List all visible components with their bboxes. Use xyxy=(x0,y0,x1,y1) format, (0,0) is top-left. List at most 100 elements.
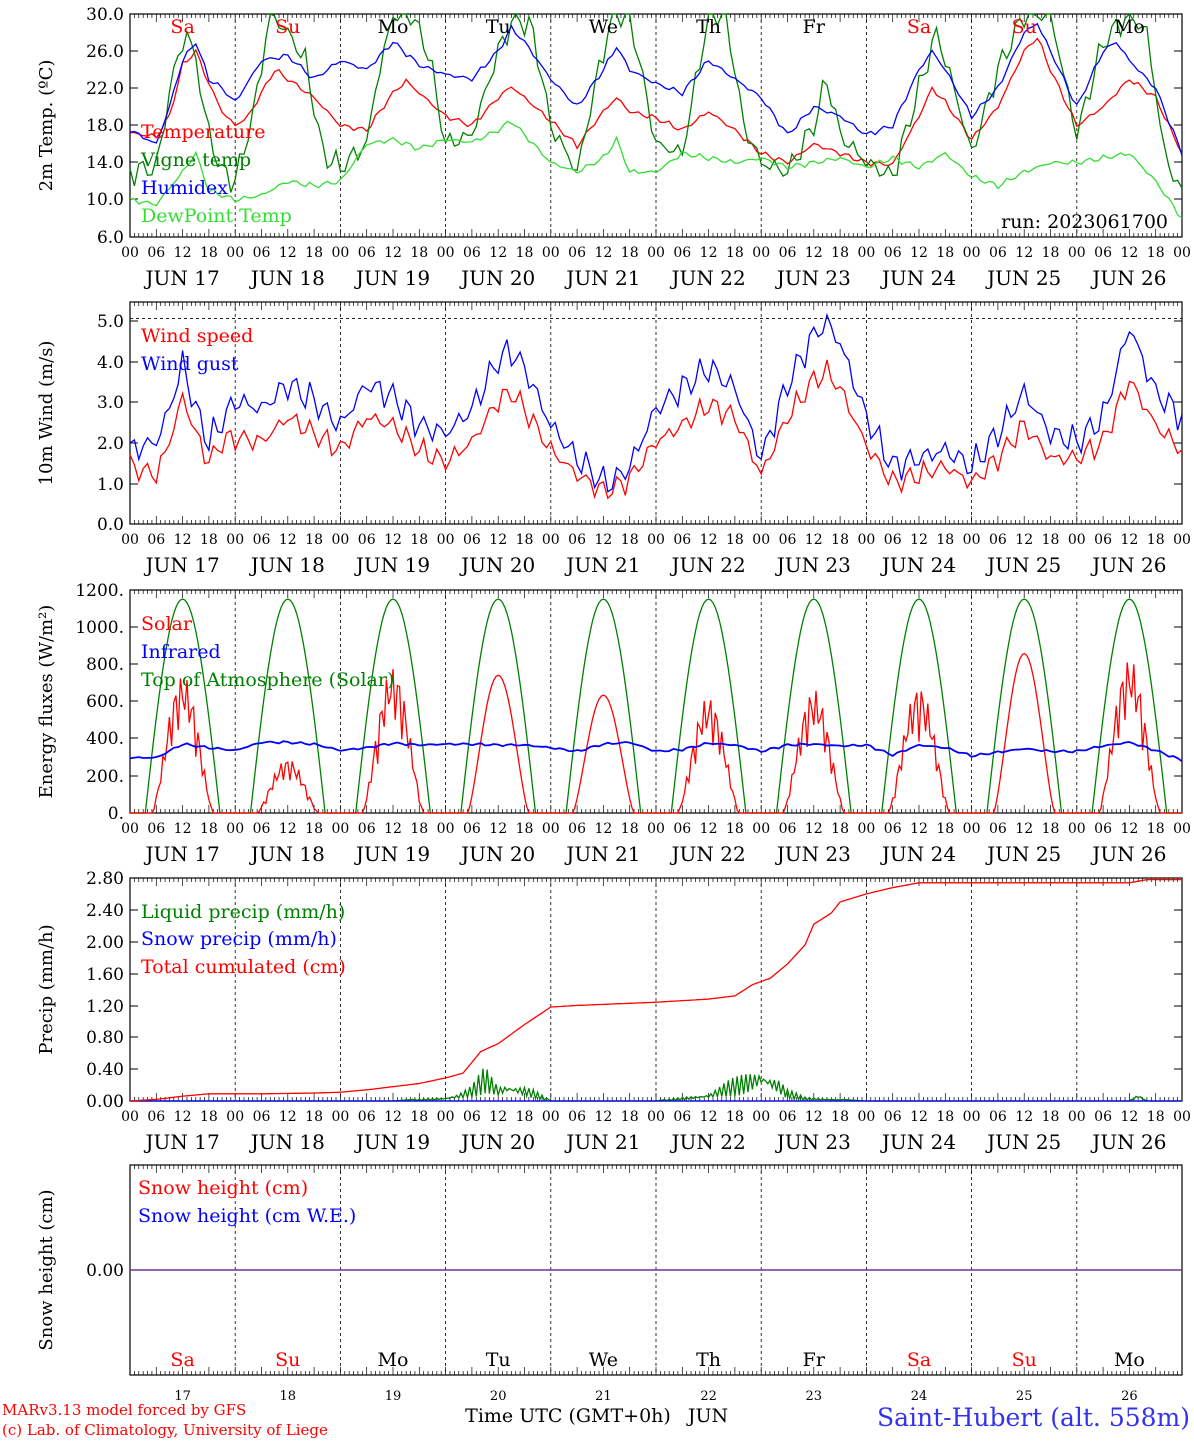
hour-tick-label: 06 xyxy=(463,245,481,261)
hour-tick-label: 00 xyxy=(963,821,981,837)
hour-tick-label: 12 xyxy=(489,532,507,548)
y-axis-title: Precip (mm/h) xyxy=(36,924,57,1054)
hour-tick-label: 12 xyxy=(384,532,402,548)
y-tick-label: 0.40 xyxy=(86,1060,124,1080)
hour-tick-label: 18 xyxy=(1147,1109,1165,1125)
day-number-label: 19 xyxy=(385,1389,402,1404)
hour-tick-label: 12 xyxy=(384,1109,402,1125)
series-line xyxy=(129,37,1183,167)
y-tick-label: 1.60 xyxy=(86,965,124,985)
hour-tick-label: 00 xyxy=(226,532,244,548)
legend-entry: Wind speed xyxy=(141,325,253,347)
hour-tick-label: 00 xyxy=(437,1109,455,1125)
hour-tick-label: 18 xyxy=(516,245,534,261)
day-label: JUN 21 xyxy=(564,553,640,577)
hour-tick-label: 12 xyxy=(489,1109,507,1125)
hour-tick-label: 00 xyxy=(647,821,665,837)
legend-entry: Snow height (cm W.E.) xyxy=(138,1205,356,1227)
hour-tick-label: 12 xyxy=(174,532,192,548)
hour-tick-label: 00 xyxy=(437,245,455,261)
y-tick-label: 600. xyxy=(86,692,124,712)
day-label: JUN 22 xyxy=(670,553,746,577)
day-label: JUN 24 xyxy=(880,266,956,290)
weekday-label: Fr xyxy=(803,16,826,38)
hour-tick-label: 12 xyxy=(1015,532,1033,548)
hour-tick-label: 18 xyxy=(305,1109,323,1125)
day-label: JUN 21 xyxy=(564,1130,640,1154)
legend-entry: Humidex xyxy=(141,177,228,199)
hour-tick-label: 00 xyxy=(1173,1109,1191,1125)
hour-tick-label: 18 xyxy=(831,821,849,837)
hour-tick-label: 00 xyxy=(1173,245,1191,261)
legend-entry: Vigne temp xyxy=(140,149,251,171)
y-axis-title: Energy fluxes (W/m²) xyxy=(36,605,57,799)
hour-tick-label: 18 xyxy=(1042,821,1060,837)
hour-tick-label: 12 xyxy=(1120,1109,1138,1125)
legend-entry: Wind gust xyxy=(141,353,239,375)
hour-tick-label: 06 xyxy=(884,821,902,837)
day-label: JUN 21 xyxy=(564,266,640,290)
hour-tick-label: 12 xyxy=(594,532,612,548)
hour-tick-label: 18 xyxy=(1042,245,1060,261)
weekday-label: Mo xyxy=(1114,1349,1145,1371)
hour-tick-label: 18 xyxy=(936,532,954,548)
day-label: JUN 25 xyxy=(985,553,1061,577)
hour-tick-label: 18 xyxy=(726,1109,744,1125)
hour-tick-label: 18 xyxy=(200,821,218,837)
day-label: JUN 18 xyxy=(249,1130,325,1154)
hour-tick-label: 06 xyxy=(673,1109,691,1125)
hour-tick-label: 00 xyxy=(857,245,875,261)
y-tick-label: 2.80 xyxy=(86,869,124,889)
day-label: JUN 17 xyxy=(144,842,220,866)
y-tick-label: 6.0 xyxy=(97,228,124,248)
weekday-label: Su xyxy=(1012,1349,1037,1371)
hour-tick-label: 06 xyxy=(358,1109,376,1125)
y-tick-label: 1200. xyxy=(75,581,124,601)
hour-tick-label: 06 xyxy=(1094,821,1112,837)
hour-tick-label: 00 xyxy=(226,245,244,261)
weekday-label: Tu xyxy=(486,16,511,38)
day-label: JUN 20 xyxy=(459,553,535,577)
hour-tick-label: 00 xyxy=(121,1109,139,1125)
hour-tick-label: 00 xyxy=(121,821,139,837)
hour-tick-label: 12 xyxy=(1015,1109,1033,1125)
hour-tick-label: 18 xyxy=(305,245,323,261)
hour-tick-label: 00 xyxy=(752,821,770,837)
hour-tick-label: 06 xyxy=(463,821,481,837)
hour-tick-label: 18 xyxy=(621,1109,639,1125)
hour-tick-label: 12 xyxy=(279,532,297,548)
hour-tick-label: 18 xyxy=(831,1109,849,1125)
day-label: JUN 22 xyxy=(670,842,746,866)
legend-entry: Infrared xyxy=(141,641,221,663)
day-number-label: 26 xyxy=(1121,1389,1138,1404)
hour-tick-label: 12 xyxy=(384,821,402,837)
day-label: JUN 19 xyxy=(354,553,430,577)
hour-tick-label: 18 xyxy=(1147,532,1165,548)
hour-tick-label: 18 xyxy=(1147,821,1165,837)
hour-tick-label: 00 xyxy=(857,1109,875,1125)
day-label: JUN 23 xyxy=(775,266,851,290)
hour-tick-label: 00 xyxy=(331,532,349,548)
y-tick-label: 800. xyxy=(86,655,124,675)
hour-tick-label: 06 xyxy=(253,245,271,261)
y-tick-label: 400. xyxy=(86,729,124,749)
legend-entry: Snow height (cm) xyxy=(138,1177,308,1199)
series-line xyxy=(129,740,1183,763)
hour-tick-label: 12 xyxy=(910,532,928,548)
series-line xyxy=(129,359,1183,500)
legend-entry: Solar xyxy=(141,613,193,635)
hour-tick-label: 00 xyxy=(437,532,455,548)
legend-entry: Liquid precip (mm/h) xyxy=(141,901,345,923)
hour-tick-label: 12 xyxy=(700,245,718,261)
hour-tick-label: 00 xyxy=(963,532,981,548)
hour-tick-label: 12 xyxy=(1120,821,1138,837)
hour-tick-label: 18 xyxy=(726,532,744,548)
hour-tick-label: 06 xyxy=(253,821,271,837)
y-axis-title: 2m Temp. (ºC) xyxy=(36,60,57,192)
hour-tick-label: 18 xyxy=(936,821,954,837)
y-tick-label: 14.0 xyxy=(86,153,124,173)
hour-tick-label: 12 xyxy=(1120,245,1138,261)
weekday-label: We xyxy=(589,1349,618,1371)
